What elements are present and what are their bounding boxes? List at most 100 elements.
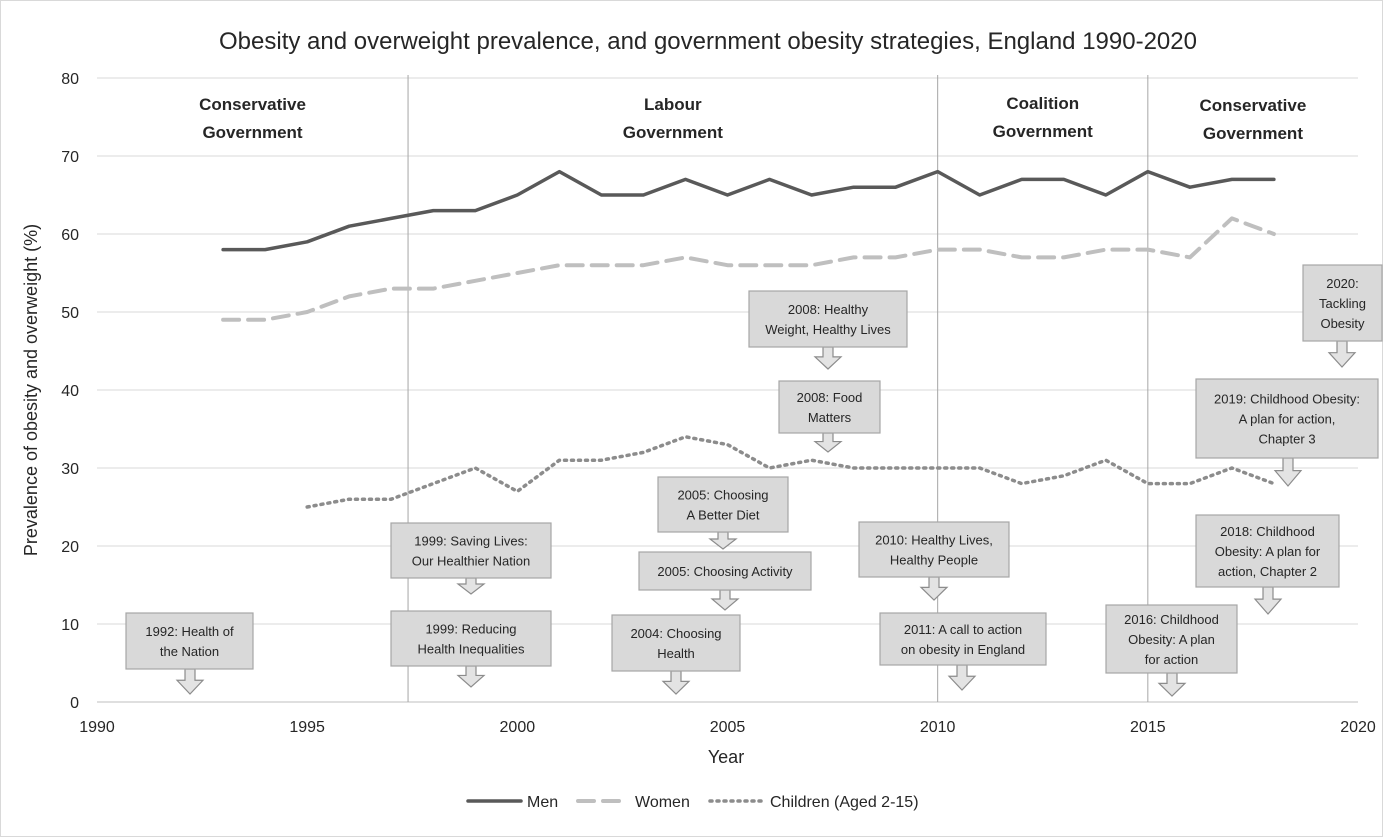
callout-box	[1302, 264, 1383, 342]
callout-text: Healthy People	[890, 553, 978, 568]
callout-text: Weight, Healthy Lives	[765, 322, 891, 337]
government-label: Conservative	[199, 95, 306, 114]
callout-arrow	[813, 346, 843, 370]
callout-text: 2011: A call to action	[904, 622, 1022, 637]
strategy-callout: 2020: Tackling Obesity	[1302, 264, 1383, 368]
callout-box	[390, 610, 552, 667]
callout-box	[1195, 514, 1340, 588]
callout-text: 2016: Childhood	[1124, 612, 1219, 627]
callout-text: 2008: Healthy	[788, 302, 869, 317]
callout-arrow	[1157, 672, 1187, 697]
callout-box	[125, 612, 254, 670]
callout-arrow	[710, 589, 740, 611]
government-label: Coalition	[1006, 94, 1079, 113]
callout-arrow	[456, 577, 486, 595]
strategy-callout: 2010: Healthy Lives, Healthy People	[858, 521, 1010, 601]
series-line-children	[305, 435, 1276, 509]
callout-text: Tackling	[1319, 296, 1366, 311]
strategy-callout: 2011: A call to action on obesity in Engl…	[879, 612, 1047, 691]
callout-text: Chapter 3	[1258, 432, 1315, 447]
callout-text: Obesity: A plan for	[1215, 544, 1321, 559]
callout-box	[1105, 604, 1238, 674]
callout-arrow	[1327, 340, 1357, 368]
strategy-callout: 2018: Childhood Obesity: A plan for action…	[1195, 514, 1340, 615]
callout-text: Health	[657, 646, 695, 661]
x-tick-label: 2020	[1340, 719, 1376, 736]
callout-arrow	[1253, 586, 1283, 615]
strategy-callout: 2005: Choosing Activity	[638, 551, 812, 611]
strategy-callout: 1999: Saving Lives: Our Healthier Nation	[390, 522, 552, 595]
callout-text: Health Inequalities	[418, 642, 525, 657]
callout-box	[778, 380, 881, 434]
callout-text: 2019: Childhood Obesity:	[1214, 392, 1360, 407]
callout-text: 2008: Food	[797, 390, 863, 405]
strategy-callout: 2019: Childhood Obesity: A plan for actio…	[1195, 378, 1379, 487]
y-tick-label: 50	[61, 305, 79, 322]
y-tick-label: 0	[70, 695, 79, 712]
government-labels: Conservative Government Labour Government Co…	[199, 94, 1306, 143]
x-tick-label: 1990	[79, 719, 115, 736]
callout-box	[748, 290, 908, 348]
callout-text: 1992: Health of	[145, 624, 234, 639]
callout-text: A plan for action,	[1239, 412, 1336, 427]
callout-arrow	[1273, 457, 1303, 487]
callout-text: the Nation	[160, 644, 219, 659]
callout-box	[879, 612, 1047, 666]
government-label: Conservative	[1200, 96, 1307, 115]
callout-text: 2005: Choosing Activity	[657, 564, 793, 579]
legend-label: Men	[527, 794, 558, 811]
strategy-callout: 2016: Childhood Obesity: A plan for action	[1105, 604, 1238, 697]
x-tick-label: 2015	[1130, 719, 1166, 736]
x-tick-label: 2005	[710, 719, 746, 736]
callout-box	[1195, 378, 1379, 459]
government-label: Government	[993, 122, 1093, 141]
strategy-callout: 2005: Choosing A Better Diet	[657, 476, 789, 550]
y-tick-label: 40	[61, 383, 79, 400]
series-line-women	[221, 216, 1276, 322]
series-line-men	[221, 169, 1276, 252]
y-axis-label: Prevalence of obesity and overweight (%)	[21, 224, 41, 556]
callout-text: 2020:	[1326, 276, 1359, 291]
strategy-callout: 2008: Food Matters	[778, 380, 881, 453]
callout-text: 2005: Choosing	[677, 488, 768, 503]
callout-text: 2010: Healthy Lives,	[875, 533, 993, 548]
x-tick-label: 2000	[500, 719, 536, 736]
callout-box	[638, 551, 812, 591]
chart-title: Obesity and overweight prevalence, and g…	[219, 28, 1197, 55]
government-label: Government	[1203, 124, 1303, 143]
callout-arrow	[919, 576, 949, 601]
callout-text: on obesity in England	[901, 642, 1025, 657]
callout-box	[858, 521, 1010, 578]
callout-box	[657, 476, 789, 533]
x-tick-label: 1995	[289, 719, 325, 736]
callout-box	[611, 614, 741, 672]
strategy-callouts: 1992: Health of the Nation 1999: Saving Li…	[125, 264, 1383, 697]
callout-arrow	[708, 531, 738, 550]
legend-label: Women	[635, 794, 690, 811]
callout-text: Matters	[808, 410, 852, 425]
callout-text: 1999: Saving Lives:	[414, 534, 527, 549]
strategy-callout: 2004: Choosing Health	[611, 614, 741, 695]
callout-text: 1999: Reducing	[425, 622, 516, 637]
strategy-callout: 1992: Health of the Nation	[125, 612, 254, 695]
legend-item: Men	[466, 794, 558, 811]
x-axis-label: Year	[708, 747, 744, 767]
callout-text: Our Healthier Nation	[412, 554, 531, 569]
strategy-callout: 2008: Healthy Weight, Healthy Lives	[748, 290, 908, 370]
callout-arrow	[661, 670, 691, 695]
callout-arrow	[947, 664, 977, 691]
y-tick-label: 20	[61, 539, 79, 556]
callout-text: A Better Diet	[687, 508, 760, 523]
legend-item: Women	[576, 794, 690, 811]
callout-text: for action	[1145, 652, 1198, 667]
callout-arrow	[813, 432, 843, 453]
legend: Men Women Children (Aged 2-15)	[466, 794, 919, 811]
government-label: Government	[202, 123, 302, 142]
callout-text: Obesity: A plan	[1128, 632, 1215, 647]
callout-text: Obesity	[1320, 316, 1365, 331]
data-series	[221, 169, 1276, 509]
strategy-callout: 1999: Reducing Health Inequalities	[390, 610, 552, 688]
legend-label: Children (Aged 2-15)	[770, 794, 919, 811]
